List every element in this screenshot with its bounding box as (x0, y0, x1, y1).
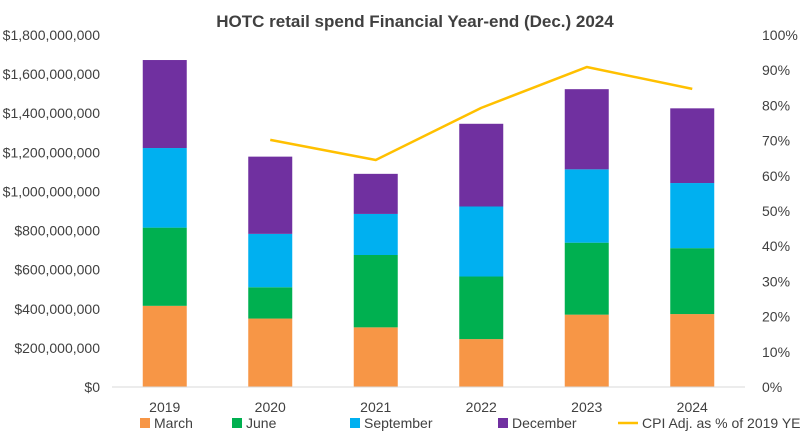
y-right-tick-label: 80% (762, 97, 790, 113)
legend-label-june: June (246, 415, 277, 431)
y-right-tick-label: 0% (762, 379, 782, 395)
bar-december-2021 (353, 173, 398, 214)
bar-september-2021 (353, 213, 398, 255)
legend-label-september: September (364, 415, 433, 431)
x-tick-label: 2020 (255, 399, 286, 415)
y-left-tick-label: $1,200,000,000 (3, 144, 101, 160)
bar-june-2024 (670, 248, 715, 315)
bar-march-2024 (670, 314, 715, 387)
y-right-tick-label: 70% (762, 133, 790, 149)
bar-june-2020 (248, 287, 293, 319)
bar-december-2019 (142, 60, 187, 149)
x-tick-label: 2024 (677, 399, 708, 415)
bar-december-2024 (670, 108, 715, 184)
y-left-tick-label: $800,000,000 (14, 223, 100, 239)
y-right-tick-label: 100% (762, 27, 798, 43)
bar-december-2022 (459, 123, 504, 207)
x-tick-label: 2023 (571, 399, 602, 415)
legend-swatch-december (498, 418, 508, 428)
x-tick-label: 2021 (360, 399, 391, 415)
y-left-tick-label: $600,000,000 (14, 262, 100, 278)
y-right-tick-label: 50% (762, 203, 790, 219)
plot-area: $0 $200,000,000 $400,000,000 $600,000,000 $8… (3, 27, 798, 415)
y-right-tick-label: 20% (762, 309, 790, 325)
y-right-tick-label: 90% (762, 62, 790, 78)
bar-december-2023 (564, 89, 609, 170)
bar-september-2019 (142, 148, 187, 228)
x-tick-label: 2019 (149, 399, 180, 415)
y-left-tick-label: $0 (84, 379, 100, 395)
legend: March June September December CPI Adj. as % … (140, 415, 801, 431)
bar-september-2020 (248, 233, 293, 288)
y-left-tick-label: $1,600,000,000 (3, 66, 101, 82)
y-left-tick-label: $200,000,000 (14, 340, 100, 356)
y-left-tick-label: $1,000,000,000 (3, 183, 101, 199)
bar-june-2021 (353, 255, 398, 328)
bar-september-2022 (459, 206, 504, 277)
x-tick-label: 2022 (466, 399, 497, 415)
bar-march-2022 (459, 339, 504, 387)
y-right-tick-label: 60% (762, 168, 790, 184)
y-right-tick-label: 40% (762, 238, 790, 254)
bar-september-2024 (670, 183, 715, 249)
bar-march-2023 (564, 314, 609, 387)
chart-title: HOTC retail spend Financial Year-end (De… (216, 12, 614, 31)
legend-label-cpi-line: CPI Adj. as % of 2019 YE (642, 415, 801, 431)
y-left-tick-label: $400,000,000 (14, 301, 100, 317)
bar-march-2019 (142, 305, 187, 387)
y-right-tick-label: 30% (762, 273, 790, 289)
bar-march-2021 (353, 327, 398, 387)
legend-swatch-march (140, 418, 150, 428)
bar-december-2020 (248, 156, 293, 234)
y-left-tick-label: $1,800,000,000 (3, 27, 101, 43)
bar-june-2023 (564, 242, 609, 315)
y-left-tick-label: $1,400,000,000 (3, 105, 101, 121)
legend-label-december: December (512, 415, 577, 431)
legend-swatch-september (350, 418, 360, 428)
bar-march-2020 (248, 318, 293, 387)
bar-june-2022 (459, 276, 504, 340)
bar-june-2019 (142, 227, 187, 306)
y-right-tick-label: 10% (762, 344, 790, 360)
bar-september-2023 (564, 169, 609, 243)
legend-label-march: March (154, 415, 193, 431)
legend-swatch-june (232, 418, 242, 428)
